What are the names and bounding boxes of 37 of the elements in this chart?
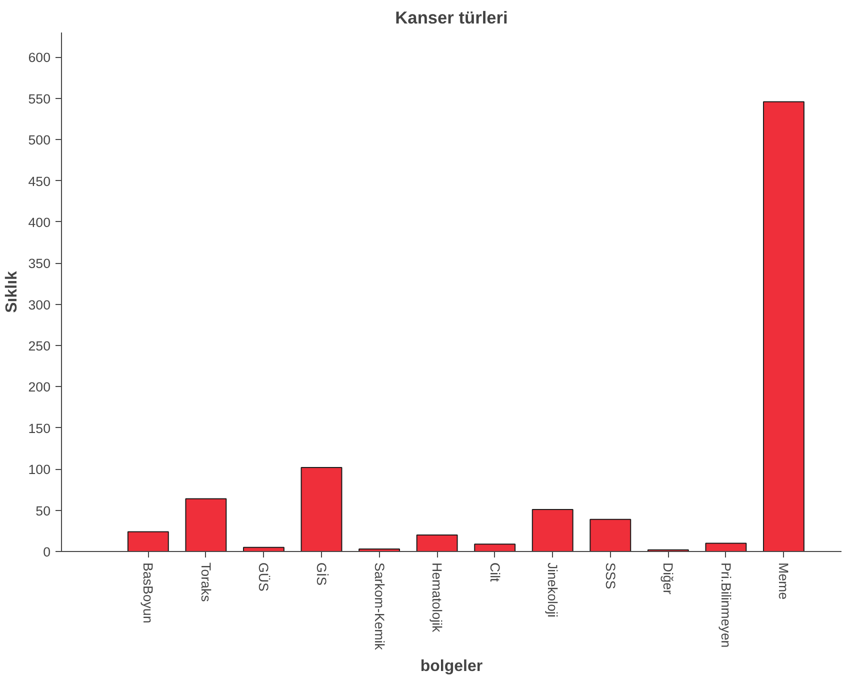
y-tick-label: 450: [28, 174, 51, 189]
bar: [127, 531, 169, 552]
bar: [416, 534, 458, 552]
bar: [590, 518, 632, 552]
y-tick-label: 600: [28, 50, 51, 66]
chart-title: Kanser türleri: [395, 8, 508, 28]
bar: [705, 542, 747, 552]
y-tick-label: 400: [28, 214, 51, 230]
x-tick-label: Hematolojik: [430, 562, 445, 632]
x-tick-label: BasBoyun: [140, 562, 156, 624]
y-tick-label: 300: [28, 297, 51, 312]
y-tick-label: 500: [28, 132, 51, 148]
y-tick-label: 150: [28, 420, 51, 436]
x-tick-label: Diğer: [660, 562, 676, 595]
x-tick-label: Jinekoloji: [545, 562, 560, 618]
bar: [763, 101, 804, 552]
x-tick-label: GÜS: [256, 562, 272, 592]
x-tick-label: Meme: [776, 562, 792, 600]
y-tick-label: 100: [28, 462, 51, 478]
y-tick-label: 550: [28, 91, 51, 106]
y-tick-label: 350: [28, 256, 51, 272]
bar: [185, 498, 227, 552]
bar: [474, 544, 516, 552]
bar: [300, 466, 342, 552]
x-tick-label: Cilt: [487, 562, 502, 582]
y-tick-label: 50: [36, 503, 51, 518]
y-tick-label: 250: [28, 338, 51, 354]
x-tick-label: Toraks: [198, 562, 214, 602]
x-axis-title: bolgeler: [420, 658, 483, 675]
bar: [532, 508, 574, 552]
y-tick-label: 0: [43, 544, 51, 560]
x-tick-label: GİS: [314, 562, 329, 586]
x-tick-label: Sarkom-Kemik: [372, 562, 387, 650]
x-tick-label: SSS: [602, 562, 618, 590]
y-tick-label: 200: [28, 380, 51, 395]
y-axis-title: Sıklık: [3, 270, 20, 313]
x-tick-label: Pri.Bilinmeyen: [718, 562, 734, 648]
